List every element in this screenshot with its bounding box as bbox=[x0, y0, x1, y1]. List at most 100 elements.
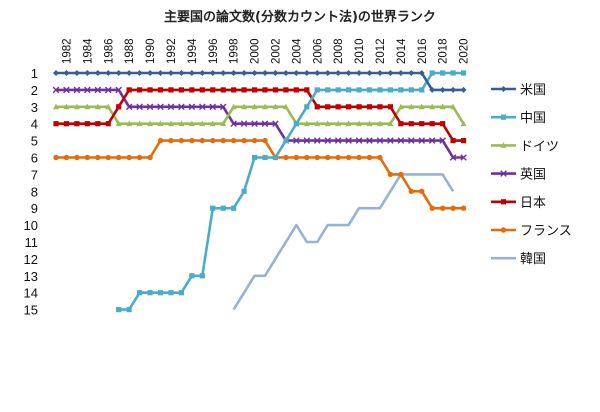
data-point bbox=[63, 103, 70, 110]
series-line bbox=[116, 70, 467, 313]
data-point bbox=[356, 120, 363, 127]
data-point bbox=[199, 103, 206, 111]
data-point bbox=[95, 154, 101, 161]
data-point bbox=[304, 104, 310, 110]
data-point bbox=[419, 87, 425, 93]
data-point bbox=[325, 154, 331, 161]
legend-item: 米国 bbox=[491, 83, 546, 98]
data-point bbox=[398, 121, 404, 127]
data-point bbox=[324, 137, 331, 144]
data-point bbox=[262, 154, 268, 161]
y-tick-label: 3 bbox=[31, 100, 38, 115]
data-point bbox=[419, 121, 425, 127]
data-point bbox=[356, 104, 362, 110]
data-point bbox=[241, 137, 247, 144]
x-tick-label: 1982 bbox=[61, 38, 73, 64]
data-point bbox=[74, 121, 80, 127]
data-point bbox=[272, 87, 279, 93]
data-point bbox=[126, 120, 133, 127]
data-point bbox=[116, 154, 122, 161]
x-tick-label: 2000 bbox=[250, 38, 262, 64]
data-point bbox=[377, 154, 383, 161]
data-point bbox=[429, 86, 436, 93]
data-point bbox=[500, 86, 507, 92]
series-lines bbox=[52, 70, 467, 313]
data-point bbox=[104, 86, 112, 94]
data-point bbox=[53, 70, 59, 76]
legend-item: 日本 bbox=[491, 196, 546, 211]
data-point bbox=[95, 121, 101, 127]
x-tick-label: 2002 bbox=[270, 38, 282, 64]
data-point bbox=[313, 137, 321, 144]
series-line bbox=[53, 137, 467, 211]
data-point bbox=[440, 121, 446, 127]
data-point bbox=[500, 199, 507, 205]
data-point bbox=[73, 70, 80, 76]
data-point bbox=[325, 87, 331, 93]
data-point bbox=[157, 103, 164, 111]
data-point bbox=[345, 137, 352, 144]
data-point bbox=[209, 120, 216, 127]
data-point bbox=[262, 137, 268, 144]
data-point bbox=[210, 205, 216, 211]
legend-item: 中国 bbox=[491, 111, 546, 126]
data-point bbox=[146, 103, 154, 111]
data-point bbox=[366, 104, 373, 110]
data-point bbox=[345, 120, 352, 127]
data-point bbox=[147, 154, 153, 161]
x-tick-label: 1986 bbox=[103, 38, 115, 64]
y-tick-label: 15 bbox=[24, 303, 38, 318]
data-point bbox=[52, 86, 60, 94]
data-point bbox=[377, 87, 383, 93]
data-point bbox=[282, 103, 289, 110]
data-point bbox=[408, 121, 414, 127]
data-point bbox=[356, 154, 362, 161]
data-point bbox=[356, 70, 363, 76]
data-point bbox=[188, 70, 195, 76]
data-point bbox=[460, 120, 467, 127]
data-point bbox=[366, 137, 373, 144]
data-point bbox=[304, 154, 310, 161]
data-point bbox=[460, 70, 467, 76]
data-point bbox=[178, 87, 184, 93]
data-point bbox=[387, 104, 393, 110]
legend-item: 韓国 bbox=[491, 252, 546, 267]
data-point bbox=[429, 121, 435, 127]
data-point bbox=[272, 120, 279, 127]
y-tick-label: 8 bbox=[31, 184, 38, 199]
x-tick-label: 2012 bbox=[375, 38, 387, 64]
data-point bbox=[429, 103, 436, 110]
data-point bbox=[272, 103, 279, 110]
y-tick-label: 2 bbox=[31, 83, 38, 98]
data-point bbox=[251, 70, 258, 76]
data-point bbox=[251, 103, 258, 110]
data-point bbox=[303, 120, 310, 127]
data-point bbox=[356, 87, 362, 93]
data-point bbox=[418, 70, 425, 76]
data-point bbox=[282, 70, 289, 76]
data-point bbox=[53, 103, 59, 110]
series-path bbox=[232, 173, 455, 311]
data-point bbox=[450, 70, 456, 76]
series-line bbox=[53, 87, 467, 144]
x-tick-label: 2008 bbox=[333, 38, 345, 64]
y-tick-label: 6 bbox=[31, 151, 38, 166]
legend-label: 中国 bbox=[520, 111, 546, 126]
data-point bbox=[450, 103, 457, 110]
data-point bbox=[293, 121, 299, 127]
series-path bbox=[56, 88, 464, 142]
data-point bbox=[303, 70, 310, 76]
data-point bbox=[178, 70, 185, 76]
x-tick-label: 2016 bbox=[417, 38, 429, 64]
data-point bbox=[231, 87, 237, 93]
data-point bbox=[408, 137, 415, 144]
data-point bbox=[460, 86, 467, 93]
data-point bbox=[220, 205, 226, 211]
data-point bbox=[178, 137, 185, 144]
data-point bbox=[418, 103, 425, 110]
legend-item: ドイツ bbox=[491, 139, 559, 154]
data-point bbox=[293, 137, 300, 144]
data-point bbox=[335, 87, 341, 93]
